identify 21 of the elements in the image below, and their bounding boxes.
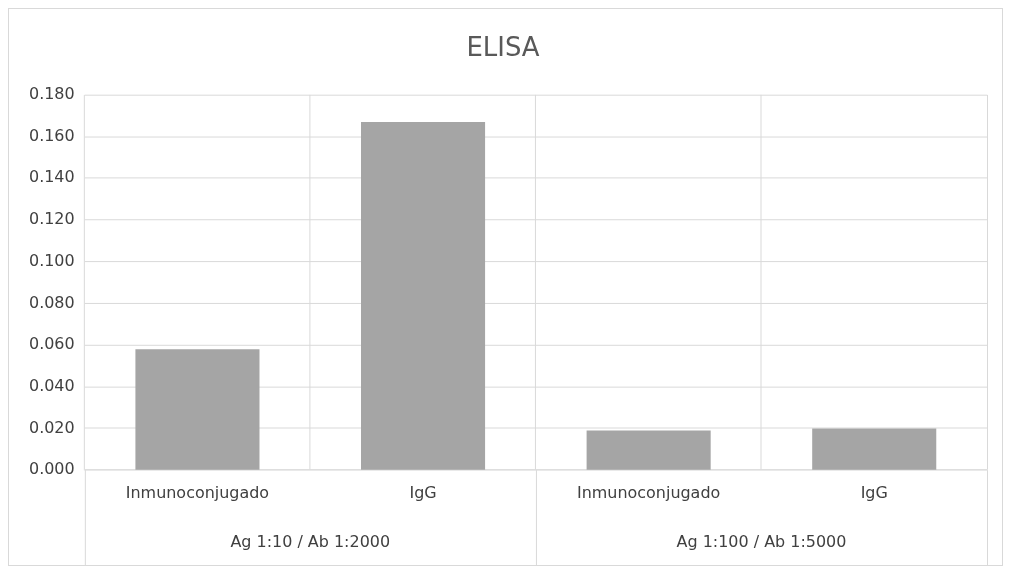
y-tick-label: 0.100	[29, 250, 75, 270]
bar	[361, 121, 486, 470]
text: Ag 1:100 / Ab 1:5000	[676, 532, 847, 552]
y-tick-label: 0.180	[29, 84, 75, 104]
y-tick-label: 0.020	[29, 417, 75, 437]
y-tick-label: 0.040	[29, 375, 75, 395]
x-tick-label: Inmunoconjugado	[125, 482, 270, 502]
bar	[812, 428, 937, 470]
y-tick-label: 0.140	[29, 167, 75, 187]
x-tick-label: IgG	[409, 482, 437, 502]
y-tick-label: 0.080	[29, 292, 75, 312]
text: Ag 1:10 / Ab 1:2000	[230, 532, 391, 552]
bar	[586, 430, 711, 470]
x-tick-label: IgG	[860, 482, 888, 502]
x-tick-label: Inmunoconjugado	[576, 482, 721, 502]
y-tick-label: 0.120	[29, 209, 75, 229]
y-tick-label: 0.000	[29, 459, 75, 479]
y-tick-label: 0.160	[29, 125, 75, 145]
y-tick-label: 0.060	[29, 334, 75, 354]
bar	[135, 349, 260, 470]
chart-title: ELISA	[466, 32, 540, 63]
